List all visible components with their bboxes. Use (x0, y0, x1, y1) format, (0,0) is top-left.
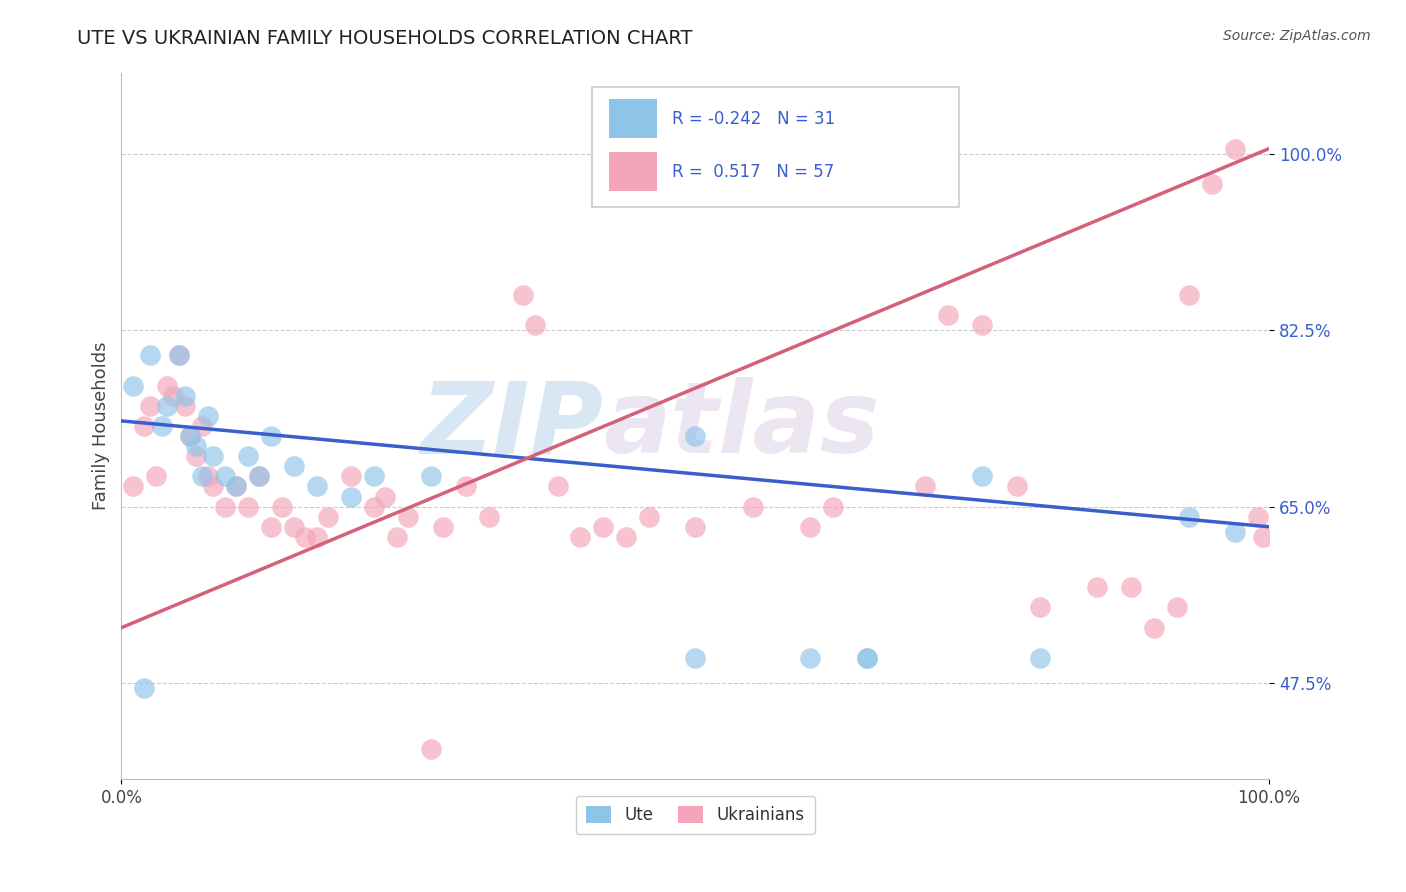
Point (145, 469, 167, 483)
Point (856, 651, 879, 665)
Point (616, 530, 638, 544)
Point (1121, 580, 1143, 594)
Point (340, 469, 363, 483)
Point (214, 500, 236, 514)
Point (197, 409, 219, 423)
Point (1177, 288, 1199, 302)
Point (1005, 479, 1028, 493)
Point (741, 500, 763, 514)
Point (283, 459, 305, 474)
Point (1223, 524, 1246, 539)
Point (156, 399, 179, 413)
Point (396, 509, 419, 524)
Point (122, 378, 145, 392)
Point (247, 469, 270, 483)
Point (225, 479, 247, 493)
Point (972, 469, 994, 483)
Point (202, 449, 225, 463)
Point (214, 469, 236, 483)
Point (420, 741, 443, 756)
Point (569, 530, 592, 544)
Point (1085, 580, 1108, 594)
Point (683, 429, 706, 443)
Point (173, 399, 195, 413)
Point (420, 469, 443, 483)
Point (150, 419, 173, 434)
Point (197, 469, 219, 483)
Point (363, 469, 385, 483)
Point (1166, 600, 1188, 615)
Y-axis label: Family Households: Family Households (93, 342, 110, 510)
Point (225, 479, 247, 493)
Point (340, 490, 363, 504)
FancyBboxPatch shape (592, 87, 959, 207)
Text: atlas: atlas (603, 377, 880, 475)
Bar (609, 153, 658, 191)
Text: Source: ZipAtlas.com: Source: ZipAtlas.com (1223, 29, 1371, 43)
Bar (609, 99, 658, 138)
Point (512, 288, 534, 302)
Point (1177, 509, 1199, 524)
Point (1246, 509, 1268, 524)
Point (363, 500, 385, 514)
Point (259, 429, 281, 443)
Point (936, 308, 959, 322)
Point (167, 348, 190, 362)
Point (683, 651, 706, 665)
Point (173, 389, 195, 403)
Point (271, 500, 294, 514)
Point (139, 399, 162, 413)
Point (184, 449, 207, 463)
Point (122, 479, 145, 493)
Point (191, 469, 214, 483)
Point (316, 509, 339, 524)
Point (202, 479, 225, 493)
Point (1223, 142, 1246, 156)
Point (1201, 177, 1223, 191)
Point (972, 318, 994, 332)
Point (478, 509, 501, 524)
Point (1028, 600, 1050, 615)
Point (294, 530, 316, 544)
Point (638, 509, 661, 524)
Point (162, 389, 184, 403)
Point (523, 318, 546, 332)
Point (167, 348, 190, 362)
Point (547, 479, 569, 493)
Text: R =  0.517   N = 57: R = 0.517 N = 57 (672, 163, 835, 181)
Point (1253, 530, 1275, 544)
Point (184, 439, 207, 453)
Point (374, 490, 396, 504)
Legend: Ute, Ukrainians: Ute, Ukrainians (576, 796, 814, 834)
Point (1028, 651, 1050, 665)
Point (236, 449, 259, 463)
Point (432, 520, 454, 534)
Point (259, 520, 281, 534)
Point (156, 378, 179, 392)
Point (283, 520, 305, 534)
Point (914, 479, 936, 493)
Text: ZIP: ZIP (420, 377, 603, 475)
Point (592, 520, 614, 534)
Text: R = -0.242   N = 31: R = -0.242 N = 31 (672, 110, 835, 128)
Point (1143, 621, 1166, 635)
Point (139, 348, 162, 362)
Point (179, 429, 201, 443)
Text: UTE VS UKRAINIAN FAMILY HOUSEHOLDS CORRELATION CHART: UTE VS UKRAINIAN FAMILY HOUSEHOLDS CORRE… (77, 29, 693, 47)
Point (821, 500, 844, 514)
Point (134, 419, 156, 434)
Point (799, 520, 821, 534)
Point (179, 429, 201, 443)
Point (799, 651, 821, 665)
Point (236, 500, 259, 514)
Point (683, 520, 706, 534)
Point (134, 681, 156, 695)
Point (191, 419, 214, 434)
Point (454, 479, 477, 493)
Point (856, 651, 879, 665)
Point (305, 530, 328, 544)
Point (247, 469, 270, 483)
Point (305, 479, 328, 493)
Point (385, 530, 408, 544)
